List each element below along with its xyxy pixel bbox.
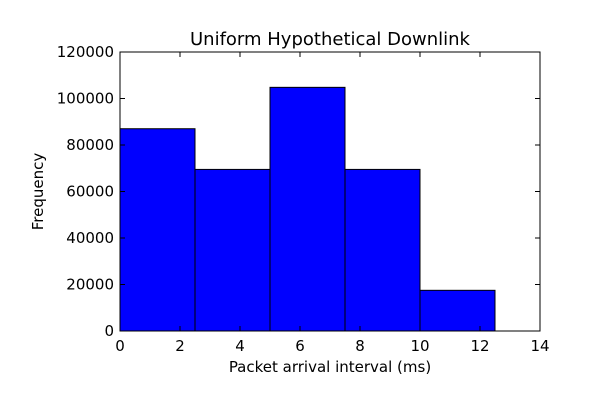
y-tick-label: 80000 bbox=[66, 136, 114, 154]
bars-group bbox=[119, 86, 496, 332]
plot-frame bbox=[119, 51, 541, 332]
y-tick-label: 120000 bbox=[57, 43, 114, 61]
x-tick-label: 14 bbox=[530, 337, 549, 355]
chart-title: Uniform Hypothetical Downlink bbox=[190, 29, 471, 50]
y-tick-label: 60000 bbox=[66, 183, 114, 201]
x-tick-label: 4 bbox=[235, 337, 245, 355]
histogram-bar-0 bbox=[119, 128, 196, 332]
y-tick-label: 0 bbox=[104, 322, 114, 340]
histogram-bar-3 bbox=[344, 168, 421, 332]
x-tick-label: 2 bbox=[175, 337, 185, 355]
x-tick-label: 10 bbox=[410, 337, 429, 355]
x-tick-label: 8 bbox=[355, 337, 365, 355]
y-axis-label: Frequency bbox=[29, 153, 47, 231]
x-tick-label: 12 bbox=[470, 337, 489, 355]
y-tick-label: 100000 bbox=[57, 90, 114, 108]
histogram-bar-2 bbox=[269, 86, 346, 332]
x-axis-label: Packet arrival interval (ms) bbox=[229, 358, 431, 376]
y-tick-label: 20000 bbox=[66, 276, 114, 294]
x-tick-label: 0 bbox=[115, 337, 125, 355]
x-tick-label: 6 bbox=[295, 337, 305, 355]
y-tick-label: 40000 bbox=[66, 229, 114, 247]
histogram-bar-1 bbox=[194, 168, 271, 332]
histogram-bar-4 bbox=[419, 289, 496, 332]
